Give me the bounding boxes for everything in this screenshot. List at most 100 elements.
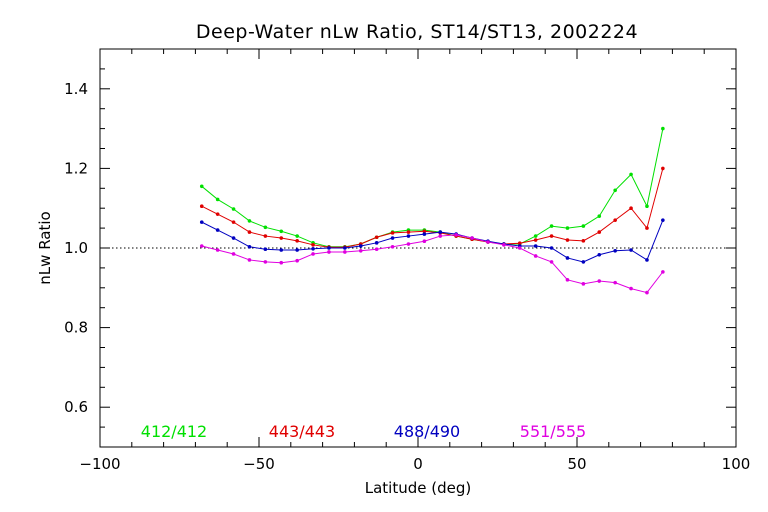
data-point — [613, 248, 617, 253]
data-point — [438, 230, 443, 234]
series-line — [201, 219, 664, 263]
data-point — [517, 241, 522, 246]
data-point — [533, 234, 538, 238]
data-point — [263, 234, 268, 238]
data-point — [343, 246, 347, 250]
data-point — [613, 188, 617, 193]
legend-entry: 551/555 — [520, 422, 586, 441]
data-point — [517, 246, 522, 250]
data-point — [581, 260, 586, 264]
x-tick-label: −100 — [79, 455, 120, 473]
series-layer — [199, 126, 665, 295]
series-412-412 — [199, 126, 665, 249]
chart-title: Deep-Water nLw Ratio, ST14/ST13, 2002224 — [196, 21, 638, 43]
data-point — [565, 238, 570, 242]
data-point — [549, 246, 554, 250]
series-443-443 — [199, 166, 665, 250]
y-tick-label: 0.8 — [64, 319, 88, 337]
data-point — [358, 244, 363, 248]
x-tick-label: −50 — [243, 455, 275, 473]
data-point — [343, 250, 347, 254]
axis-tick-labels: −100 −50 0 50 100 0.6 0.8 1.0 1.2 1.4 — [64, 80, 750, 473]
data-point — [374, 241, 379, 245]
data-point — [199, 204, 204, 209]
data-point — [311, 252, 315, 256]
y-tick-label: 1.0 — [64, 239, 88, 257]
series-488-490 — [199, 218, 665, 264]
data-point — [311, 243, 315, 247]
data-point — [199, 244, 204, 248]
data-point — [629, 206, 633, 210]
x-axis-label: Latitude (deg) — [365, 479, 471, 497]
data-point — [215, 212, 220, 216]
data-point — [597, 230, 602, 234]
data-point — [263, 225, 268, 230]
data-point — [645, 226, 649, 230]
data-point — [645, 204, 649, 209]
x-tick-label: 0 — [413, 455, 423, 473]
data-point — [597, 214, 602, 218]
data-point — [533, 244, 538, 248]
data-point — [295, 239, 299, 243]
data-point — [231, 207, 236, 211]
data-point — [406, 242, 411, 246]
axis-ticks — [99, 49, 737, 447]
data-point — [422, 232, 427, 236]
data-point — [661, 166, 665, 171]
data-point — [390, 231, 395, 235]
data-point — [374, 235, 379, 240]
data-point — [279, 236, 284, 240]
data-point — [533, 238, 538, 242]
series-line — [201, 128, 664, 248]
data-point — [470, 236, 474, 240]
data-point — [263, 247, 268, 251]
data-point — [199, 184, 204, 189]
data-point — [295, 248, 299, 252]
data-point — [406, 234, 411, 238]
data-point — [565, 226, 570, 230]
data-point — [215, 248, 220, 252]
y-tick-label: 1.2 — [64, 159, 88, 177]
data-point — [486, 240, 490, 244]
data-point — [295, 234, 299, 238]
data-point — [374, 247, 379, 251]
data-point — [438, 234, 443, 238]
data-point — [231, 220, 236, 224]
x-tick-label: 50 — [567, 455, 586, 473]
series-line — [201, 168, 664, 248]
data-point — [390, 245, 395, 249]
data-point — [199, 220, 204, 224]
data-point — [565, 278, 570, 282]
data-point — [279, 229, 284, 234]
legend-entry: 488/490 — [394, 422, 460, 441]
data-point — [549, 234, 554, 238]
data-point — [247, 258, 252, 262]
data-point — [279, 248, 284, 252]
series-551-555 — [199, 233, 665, 295]
data-point — [597, 252, 602, 257]
data-point — [263, 260, 268, 264]
data-point — [422, 229, 427, 234]
data-point — [247, 230, 252, 234]
data-point — [247, 219, 252, 223]
data-point — [549, 224, 554, 228]
data-point — [358, 248, 363, 253]
data-point — [581, 239, 586, 243]
data-point — [661, 270, 665, 274]
data-point — [645, 290, 649, 295]
data-point — [629, 248, 633, 252]
data-point — [565, 256, 570, 260]
data-point — [231, 236, 236, 240]
data-point — [406, 230, 411, 234]
data-point — [215, 197, 220, 202]
data-point — [295, 258, 299, 263]
legend: 412/412 443/443 488/490 551/555 — [141, 422, 586, 441]
data-point — [327, 250, 331, 254]
data-point — [454, 233, 458, 237]
data-point — [661, 126, 665, 131]
data-point — [613, 218, 617, 222]
data-point — [215, 228, 220, 232]
y-axis-label: nLw Ratio — [36, 211, 54, 284]
series-line — [201, 234, 664, 294]
data-point — [311, 246, 315, 251]
